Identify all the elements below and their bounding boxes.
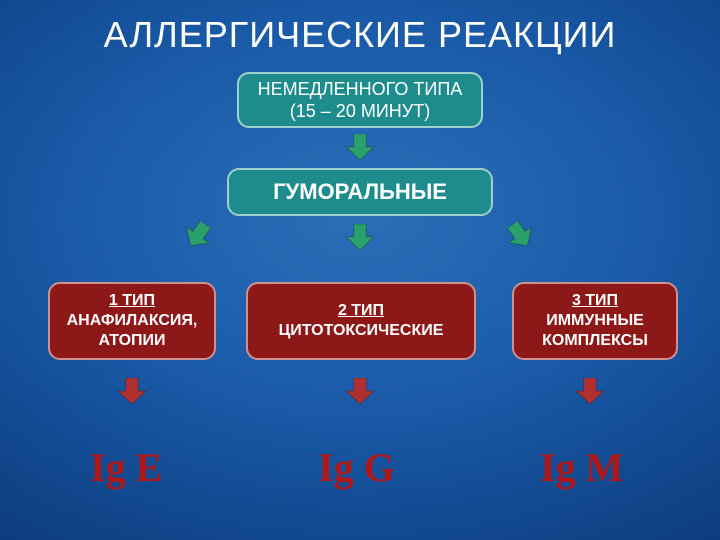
box-type-2: 2 ТИП ЦИТОТОКСИЧЕСКИЕ [246, 282, 476, 360]
type2-line2: ЦИТОТОКСИЧЕСКИЕ [279, 321, 444, 341]
slide-title: АЛЛЕРГИЧЕСКИЕ РЕАКЦИИ [0, 14, 720, 56]
arrow-diag-left [179, 216, 217, 253]
box-immediate-line1: НЕМЕДЛЕННОГО ТИПА [258, 78, 463, 101]
label-ig-g: Ig G [318, 444, 395, 491]
slide-content: АЛЛЕРГИЧЕСКИЕ РЕАКЦИИ НЕМЕДЛЕННОГО ТИПА … [0, 0, 720, 540]
label-ig-m: Ig M [540, 444, 623, 491]
arrow-red-3 [576, 378, 604, 404]
arrow-red-2 [346, 378, 374, 404]
box-immediate-type: НЕМЕДЛЕННОГО ТИПА (15 – 20 МИНУТ) [237, 72, 483, 128]
type1-line3: АТОПИИ [67, 331, 198, 351]
type2-line1: 2 ТИП [279, 301, 444, 321]
box-humoral-text: ГУМОРАЛЬНЫЕ [273, 178, 447, 206]
box-immediate-line2: (15 – 20 МИНУТ) [258, 100, 463, 123]
type1-line2: АНАФИЛАКСИЯ, [67, 311, 198, 331]
arrow-down-2 [346, 224, 374, 250]
arrow-down-1 [346, 134, 374, 160]
type3-line2: ИММУННЫЕ [542, 311, 648, 331]
type1-line1: 1 ТИП [67, 291, 198, 311]
label-ig-e: Ig E [90, 444, 162, 491]
arrow-red-1 [118, 378, 146, 404]
type3-line3: КОМПЛЕКСЫ [542, 331, 648, 351]
arrow-diag-right [501, 216, 539, 253]
box-type-1: 1 ТИП АНАФИЛАКСИЯ, АТОПИИ [48, 282, 216, 360]
type3-line1: 3 ТИП [542, 291, 648, 311]
box-type-3: 3 ТИП ИММУННЫЕ КОМПЛЕКСЫ [512, 282, 678, 360]
box-humoral: ГУМОРАЛЬНЫЕ [227, 168, 493, 216]
